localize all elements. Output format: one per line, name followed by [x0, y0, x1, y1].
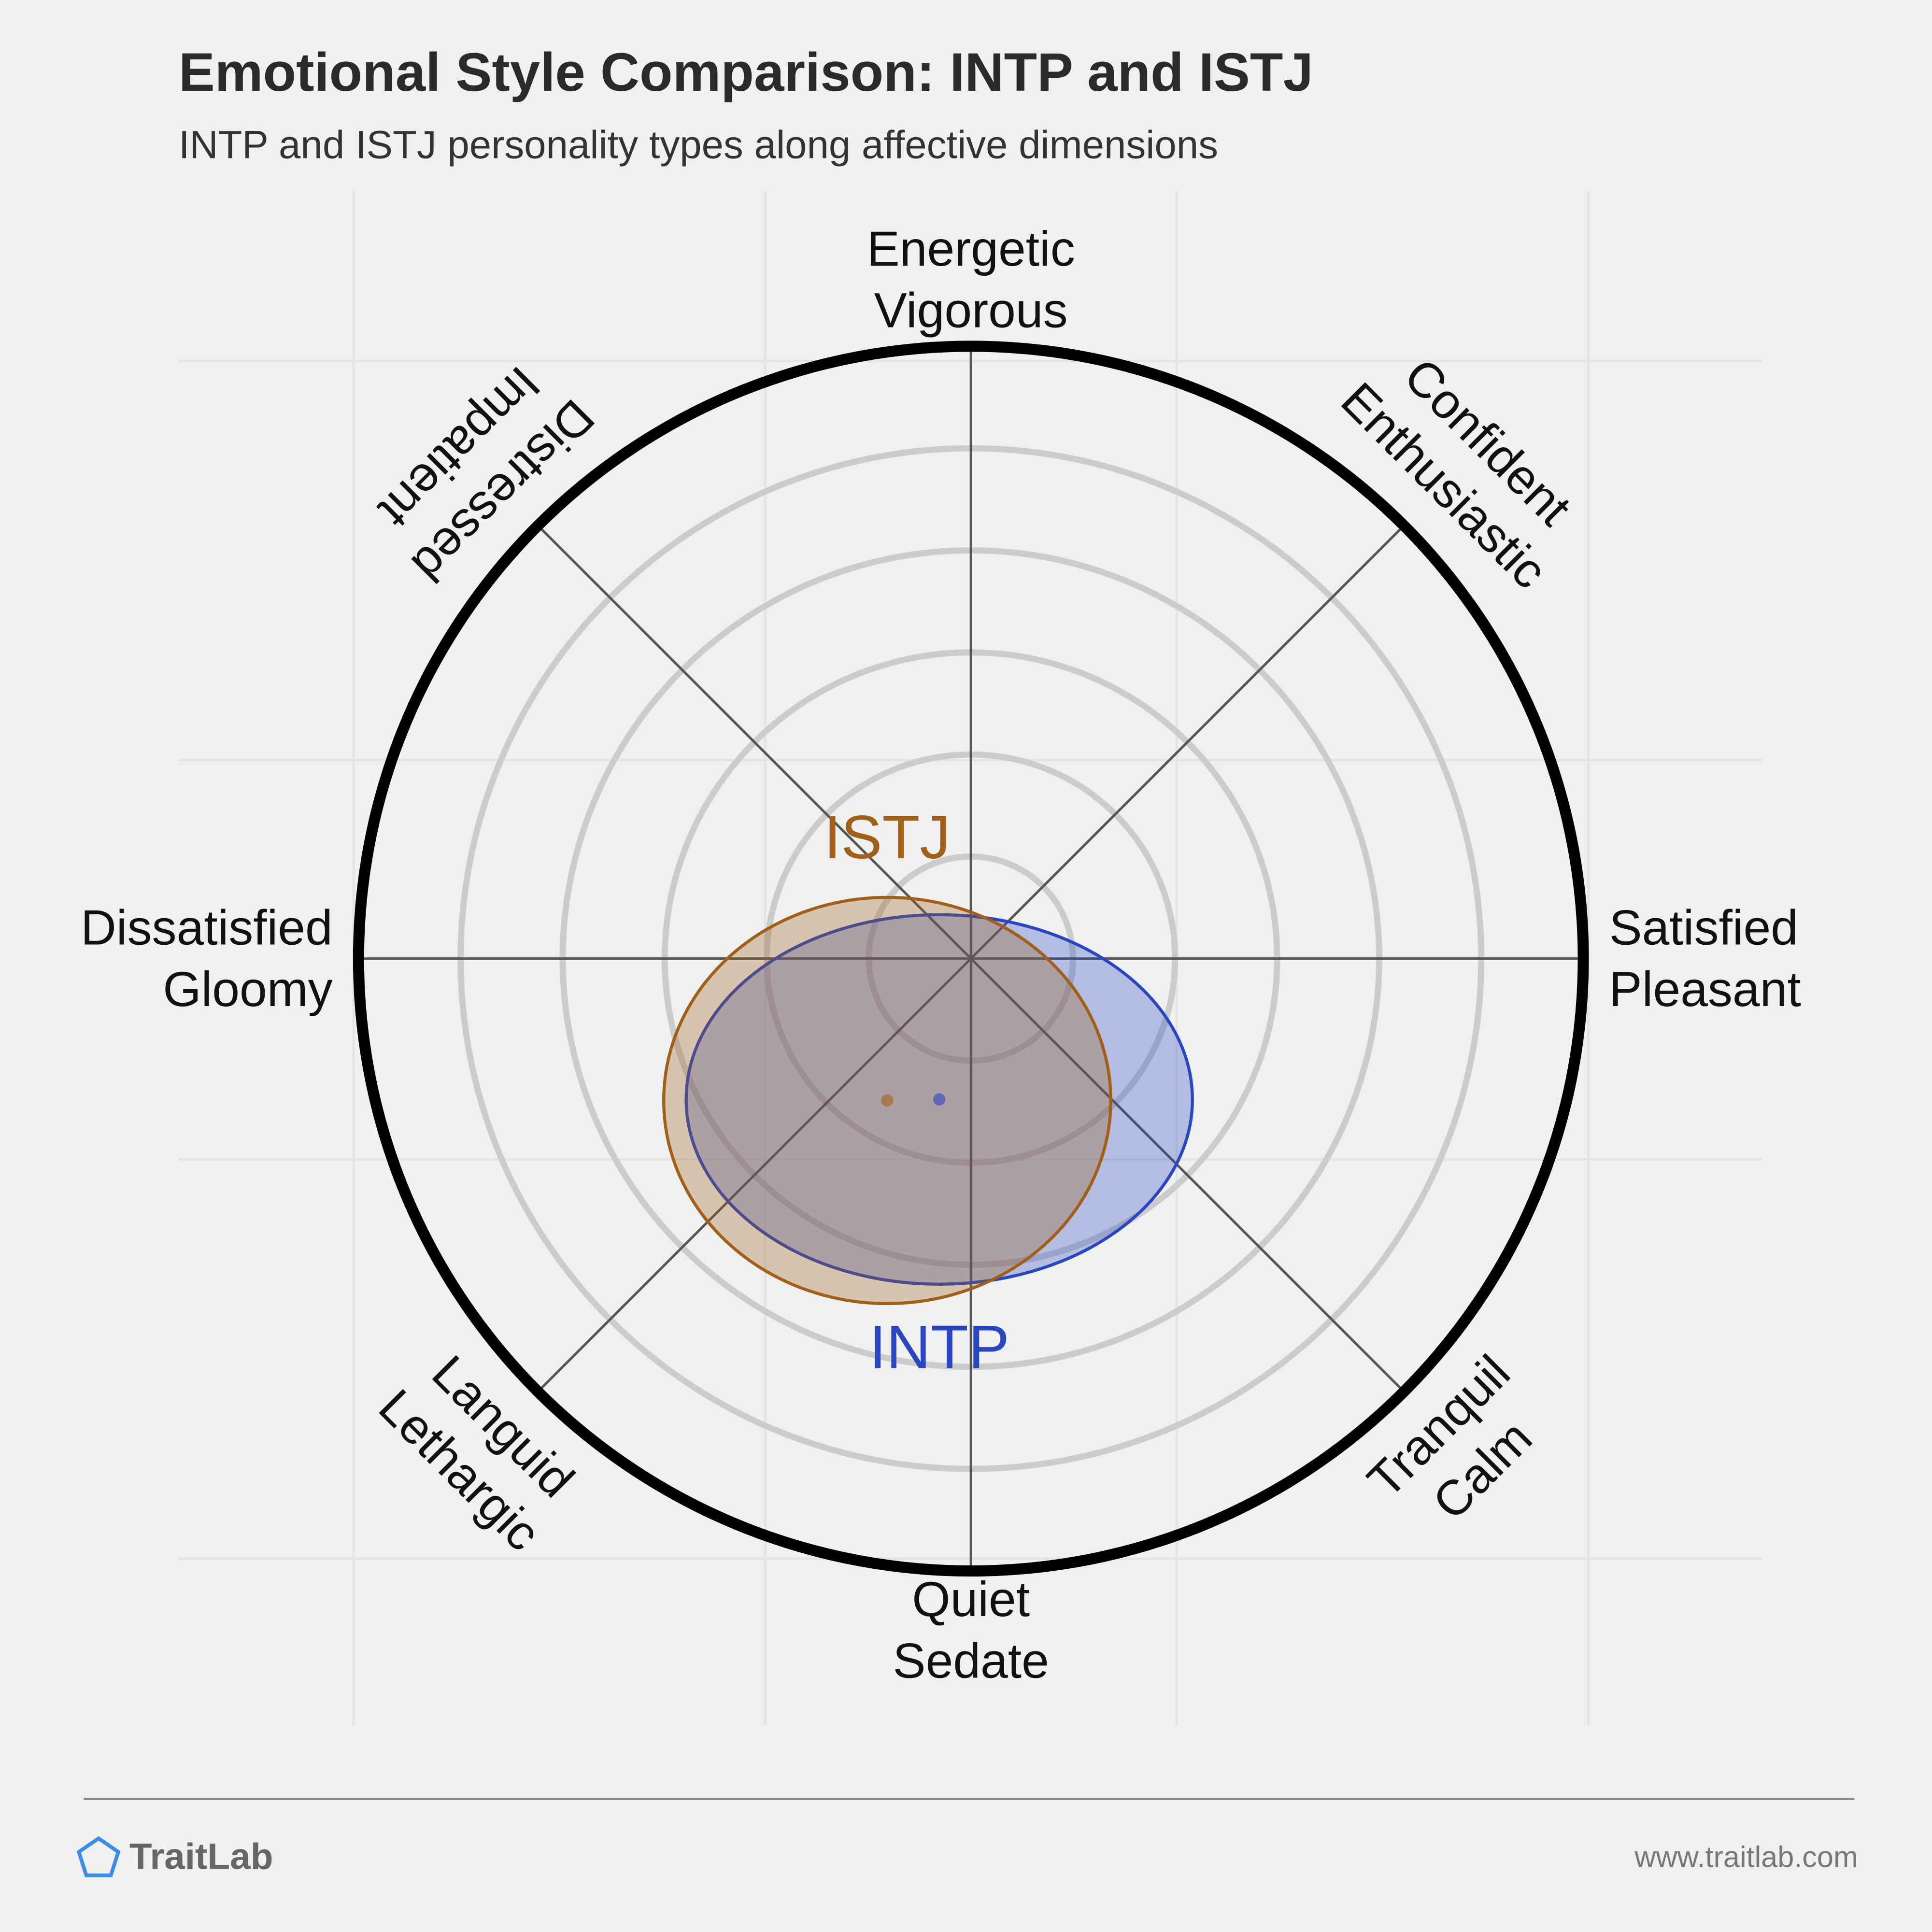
plot: EnergeticVigorousConfidentEnthusiasticSa… [81, 221, 1801, 1688]
axis-label: Dissatisfied Gloomy [81, 900, 333, 1017]
brand-name: TraitLab [129, 1836, 273, 1877]
axis-line [970, 957, 1405, 1393]
axis-label-line: Vigorous [874, 283, 1068, 338]
type-center [881, 1094, 894, 1107]
axis-label-line: Energetic [867, 221, 1075, 276]
axis-line [970, 525, 1405, 960]
axis-label-line: Sedate [893, 1633, 1049, 1688]
brand-logo [76, 1836, 121, 1877]
chart-title: Emotional Style Comparison: INTP and IST… [179, 42, 1313, 102]
axis-label: Quiet Sedate [893, 1572, 1049, 1689]
axis-label-line: Gloomy [163, 962, 333, 1017]
axis-line [537, 957, 972, 1393]
chart-subtitle: INTP and ISTJ personality types along af… [179, 123, 1218, 167]
type-center [933, 1093, 946, 1106]
type-label: ISTJ [824, 803, 951, 872]
axis-label-line: Dissatisfied [81, 900, 333, 955]
axis-line [537, 525, 972, 960]
outer-ring [353, 341, 1589, 1577]
axis-label-line: Pleasant [1609, 962, 1801, 1017]
type-label: INTP [869, 1313, 1009, 1382]
axis-label: Energetic Vigorous [867, 221, 1075, 338]
axis-label-line: Quiet [912, 1572, 1030, 1627]
axis-label: Satisfied Pleasant [1609, 900, 1801, 1017]
axis-label-line: Satisfied [1609, 900, 1798, 955]
footer-url: www.traitlab.com [1634, 1841, 1858, 1874]
